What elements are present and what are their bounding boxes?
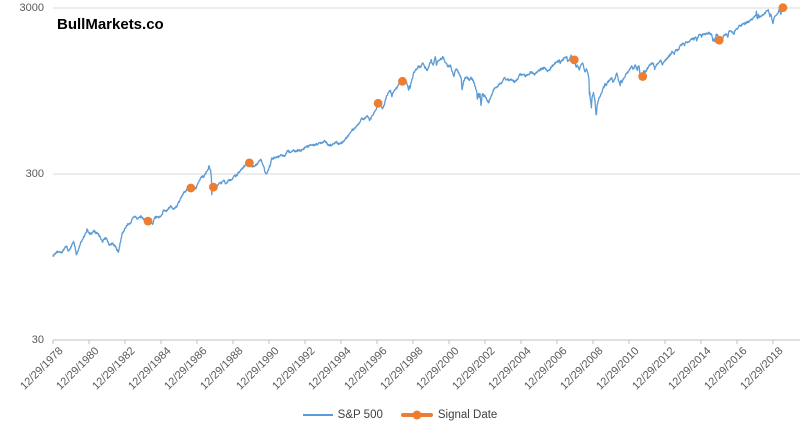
legend-label-sp500: S&P 500 [337,409,383,421]
signal-date-marker [638,72,648,81]
sp500-line [52,7,785,257]
signal-date-marker [186,183,196,193]
signal-date-marker [714,35,724,45]
y-axis-tick-label: 300 [25,168,44,180]
signal-date-swatch-icon [400,410,433,420]
chart-title: BullMarkets.co [57,16,164,33]
legend-label-signal-date: Signal Date [437,409,498,421]
signal-date-marker [778,3,788,13]
chart-legend: S&P 500 Signal Date [0,409,800,421]
y-axis-tick-label: 30 [31,334,44,346]
y-axis-tick-label: 3000 [19,2,44,14]
legend-item-signal-date: Signal Date [400,409,498,421]
signal-date-marker [569,55,579,65]
signal-dot-icon [412,410,422,420]
signal-date-marker [143,216,153,226]
legend-item-sp500: S&P 500 [302,409,383,421]
signal-date-marker [209,182,218,192]
sp500-line-swatch-icon [302,414,333,416]
signal-date-marker [398,76,407,86]
signal-date-marker [245,158,254,168]
signal-date-marker [373,98,383,108]
